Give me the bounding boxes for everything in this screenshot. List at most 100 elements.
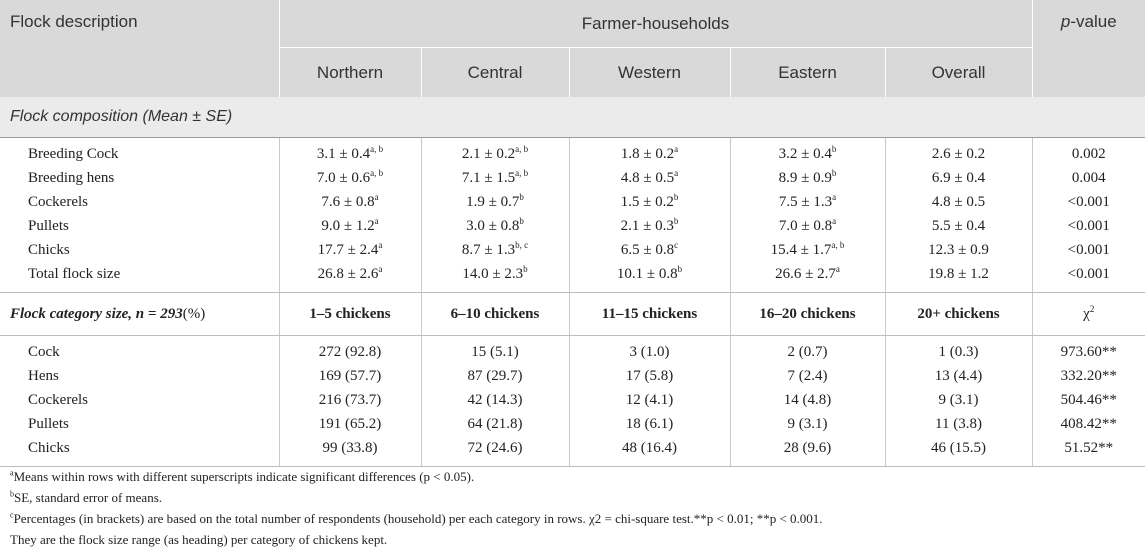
footnote: bSE, standard error of means. xyxy=(10,489,163,505)
region-header-western: Western xyxy=(568,47,730,97)
mean-se-cell: 8.9 ± 0.9b xyxy=(729,166,885,190)
category-header: 20+ chickens xyxy=(884,292,1033,336)
p-value-cell: <0.001 xyxy=(1031,190,1145,214)
mean-se-cell: 17.7 ± 2.4a xyxy=(278,238,421,262)
count-cell: 11 (3.8) xyxy=(884,412,1033,436)
mean-se-cell: 1.5 ± 0.2b xyxy=(568,190,730,214)
table-row: Chicks 17.7 ± 2.4a 8.7 ± 1.3b, c 6.5 ± 0.8c… xyxy=(0,238,1145,262)
p-value-cell: 0.002 xyxy=(1031,137,1145,166)
category-header: 1–5 chickens xyxy=(278,292,421,336)
chi-square-cell: 973.60** xyxy=(1031,335,1145,364)
count-cell: 15 (5.1) xyxy=(420,335,569,364)
table-row: Hens 169 (57.7) 87 (29.7) 17 (5.8) 7 (2.4) 13… xyxy=(0,364,1145,388)
p-value-cell: <0.001 xyxy=(1031,214,1145,238)
footnotes: aMeans within rows with different supers… xyxy=(10,466,823,550)
count-cell: 87 (29.7) xyxy=(420,364,569,388)
table-row: Cockerels 7.6 ± 0.8a 1.9 ± 0.7b 1.5 ± 0.2b 7… xyxy=(0,190,1145,214)
mean-se-cell: 14.0 ± 2.3b xyxy=(420,262,569,293)
mean-se-cell: 7.0 ± 0.6a, b xyxy=(278,166,421,190)
flock-description-header: Flock description xyxy=(0,0,279,97)
row-label: Cock xyxy=(28,343,60,360)
chi-square-cell: 332.20** xyxy=(1031,364,1145,388)
count-cell: 1 (0.3) xyxy=(884,335,1033,364)
mean-se-cell: 12.3 ± 0.9 xyxy=(884,238,1033,262)
category-header: 16–20 chickens xyxy=(729,292,885,336)
count-cell: 18 (6.1) xyxy=(568,412,730,436)
mean-se-cell: 6.9 ± 0.4 xyxy=(884,166,1033,190)
mean-se-cell: 2.1 ± 0.3b xyxy=(568,214,730,238)
mean-se-cell: 6.5 ± 0.8c xyxy=(568,238,730,262)
footnote: They are the flock size range (as headin… xyxy=(10,532,388,547)
footnote: aMeans within rows with different supers… xyxy=(10,468,475,484)
mean-se-cell: 19.8 ± 1.2 xyxy=(884,262,1033,293)
row-label: Total flock size xyxy=(0,262,279,293)
region-header-northern: Northern xyxy=(278,47,421,97)
table-row: Chicks 99 (33.8) 72 (24.6) 48 (16.4) 28 (9.6… xyxy=(0,436,1145,467)
count-cell: 9 (3.1) xyxy=(884,388,1033,412)
count-cell: 28 (9.6) xyxy=(729,436,885,467)
region-header-overall: Overall xyxy=(884,47,1033,97)
mean-se-cell: 8.7 ± 1.3b, c xyxy=(420,238,569,262)
chi-square-cell: 408.42** xyxy=(1031,412,1145,436)
mean-se-cell: 7.5 ± 1.3a xyxy=(729,190,885,214)
p-value-cell: <0.001 xyxy=(1031,262,1145,293)
count-cell: 48 (16.4) xyxy=(568,436,730,467)
count-cell: 14 (4.8) xyxy=(729,388,885,412)
mean-se-cell: 2.6 ± 0.2 xyxy=(884,137,1033,166)
section-flock-composition: Flock composition (Mean ± SE) xyxy=(0,97,1145,138)
count-cell: 2 (0.7) xyxy=(729,335,885,364)
region-header-eastern: Eastern xyxy=(729,47,885,97)
category-header: 11–15 chickens xyxy=(568,292,730,336)
count-cell: 17 (5.8) xyxy=(568,364,730,388)
mean-se-cell: 3.0 ± 0.8b xyxy=(420,214,569,238)
count-cell: 72 (24.6) xyxy=(420,436,569,467)
row-label: Breeding Cock xyxy=(28,145,119,162)
row-label: Hens xyxy=(28,367,59,384)
count-cell: 42 (14.3) xyxy=(420,388,569,412)
row-label: Pullets xyxy=(28,415,69,432)
chi-square-header: χ2 xyxy=(1031,292,1145,336)
chi-square-cell: 504.46** xyxy=(1031,388,1145,412)
farmer-households-header: Farmer-households xyxy=(278,0,1033,48)
mean-se-cell: 15.4 ± 1.7a, b xyxy=(729,238,885,262)
mean-se-cell: 2.1 ± 0.2a, b xyxy=(420,137,569,166)
mean-se-cell: 7.0 ± 0.8a xyxy=(729,214,885,238)
mean-se-cell: 26.8 ± 2.6a xyxy=(278,262,421,293)
category-header: 6–10 chickens xyxy=(420,292,569,336)
row-label: Pullets xyxy=(28,217,69,234)
row-label: Breeding hens xyxy=(28,169,115,186)
count-cell: 99 (33.8) xyxy=(278,436,421,467)
count-cell: 216 (73.7) xyxy=(278,388,421,412)
row-label: Cockerels xyxy=(28,391,88,408)
count-cell: 46 (15.5) xyxy=(884,436,1033,467)
mean-se-cell: 1.9 ± 0.7b xyxy=(420,190,569,214)
count-cell: 272 (92.8) xyxy=(278,335,421,364)
table-row: Total flock size 26.8 ± 2.6a 14.0 ± 2.3b 10… xyxy=(0,262,1145,293)
count-cell: 9 (3.1) xyxy=(729,412,885,436)
table-row: Cockerels 216 (73.7) 42 (14.3) 12 (4.1) 14 (… xyxy=(0,388,1145,412)
count-cell: 169 (57.7) xyxy=(278,364,421,388)
mean-se-cell: 7.6 ± 0.8a xyxy=(278,190,421,214)
mean-se-cell: 10.1 ± 0.8b xyxy=(568,262,730,293)
mean-se-cell: 3.2 ± 0.4b xyxy=(729,137,885,166)
table-row: Cock 272 (92.8) 15 (5.1) 3 (1.0) 2 (0.7) 1 (0… xyxy=(0,335,1145,364)
mean-se-cell: 5.5 ± 0.4 xyxy=(884,214,1033,238)
count-cell: 191 (65.2) xyxy=(278,412,421,436)
mean-se-cell: 1.8 ± 0.2a xyxy=(568,137,730,166)
mean-se-cell: 4.8 ± 0.5a xyxy=(568,166,730,190)
chi-square-cell: 51.52** xyxy=(1031,436,1145,467)
mean-se-cell: 7.1 ± 1.5a, b xyxy=(420,166,569,190)
row-label: Cockerels xyxy=(28,193,88,210)
table-row: Pullets 9.0 ± 1.2a 3.0 ± 0.8b 2.1 ± 0.3b 7.0… xyxy=(0,214,1145,238)
flock-category-size-label: Flock category size, n = 293(%) xyxy=(0,292,279,336)
row-label: Chicks xyxy=(0,436,279,467)
footnote: cPercentages (in brackets) are based on … xyxy=(10,510,823,526)
row-label: Chicks xyxy=(28,241,70,258)
mean-se-cell: 4.8 ± 0.5 xyxy=(884,190,1033,214)
p-value-cell: <0.001 xyxy=(1031,238,1145,262)
mean-se-cell: 3.1 ± 0.4a, b xyxy=(278,137,421,166)
p-value-header: p-value xyxy=(1031,0,1145,97)
p-value-cell: 0.004 xyxy=(1031,166,1145,190)
